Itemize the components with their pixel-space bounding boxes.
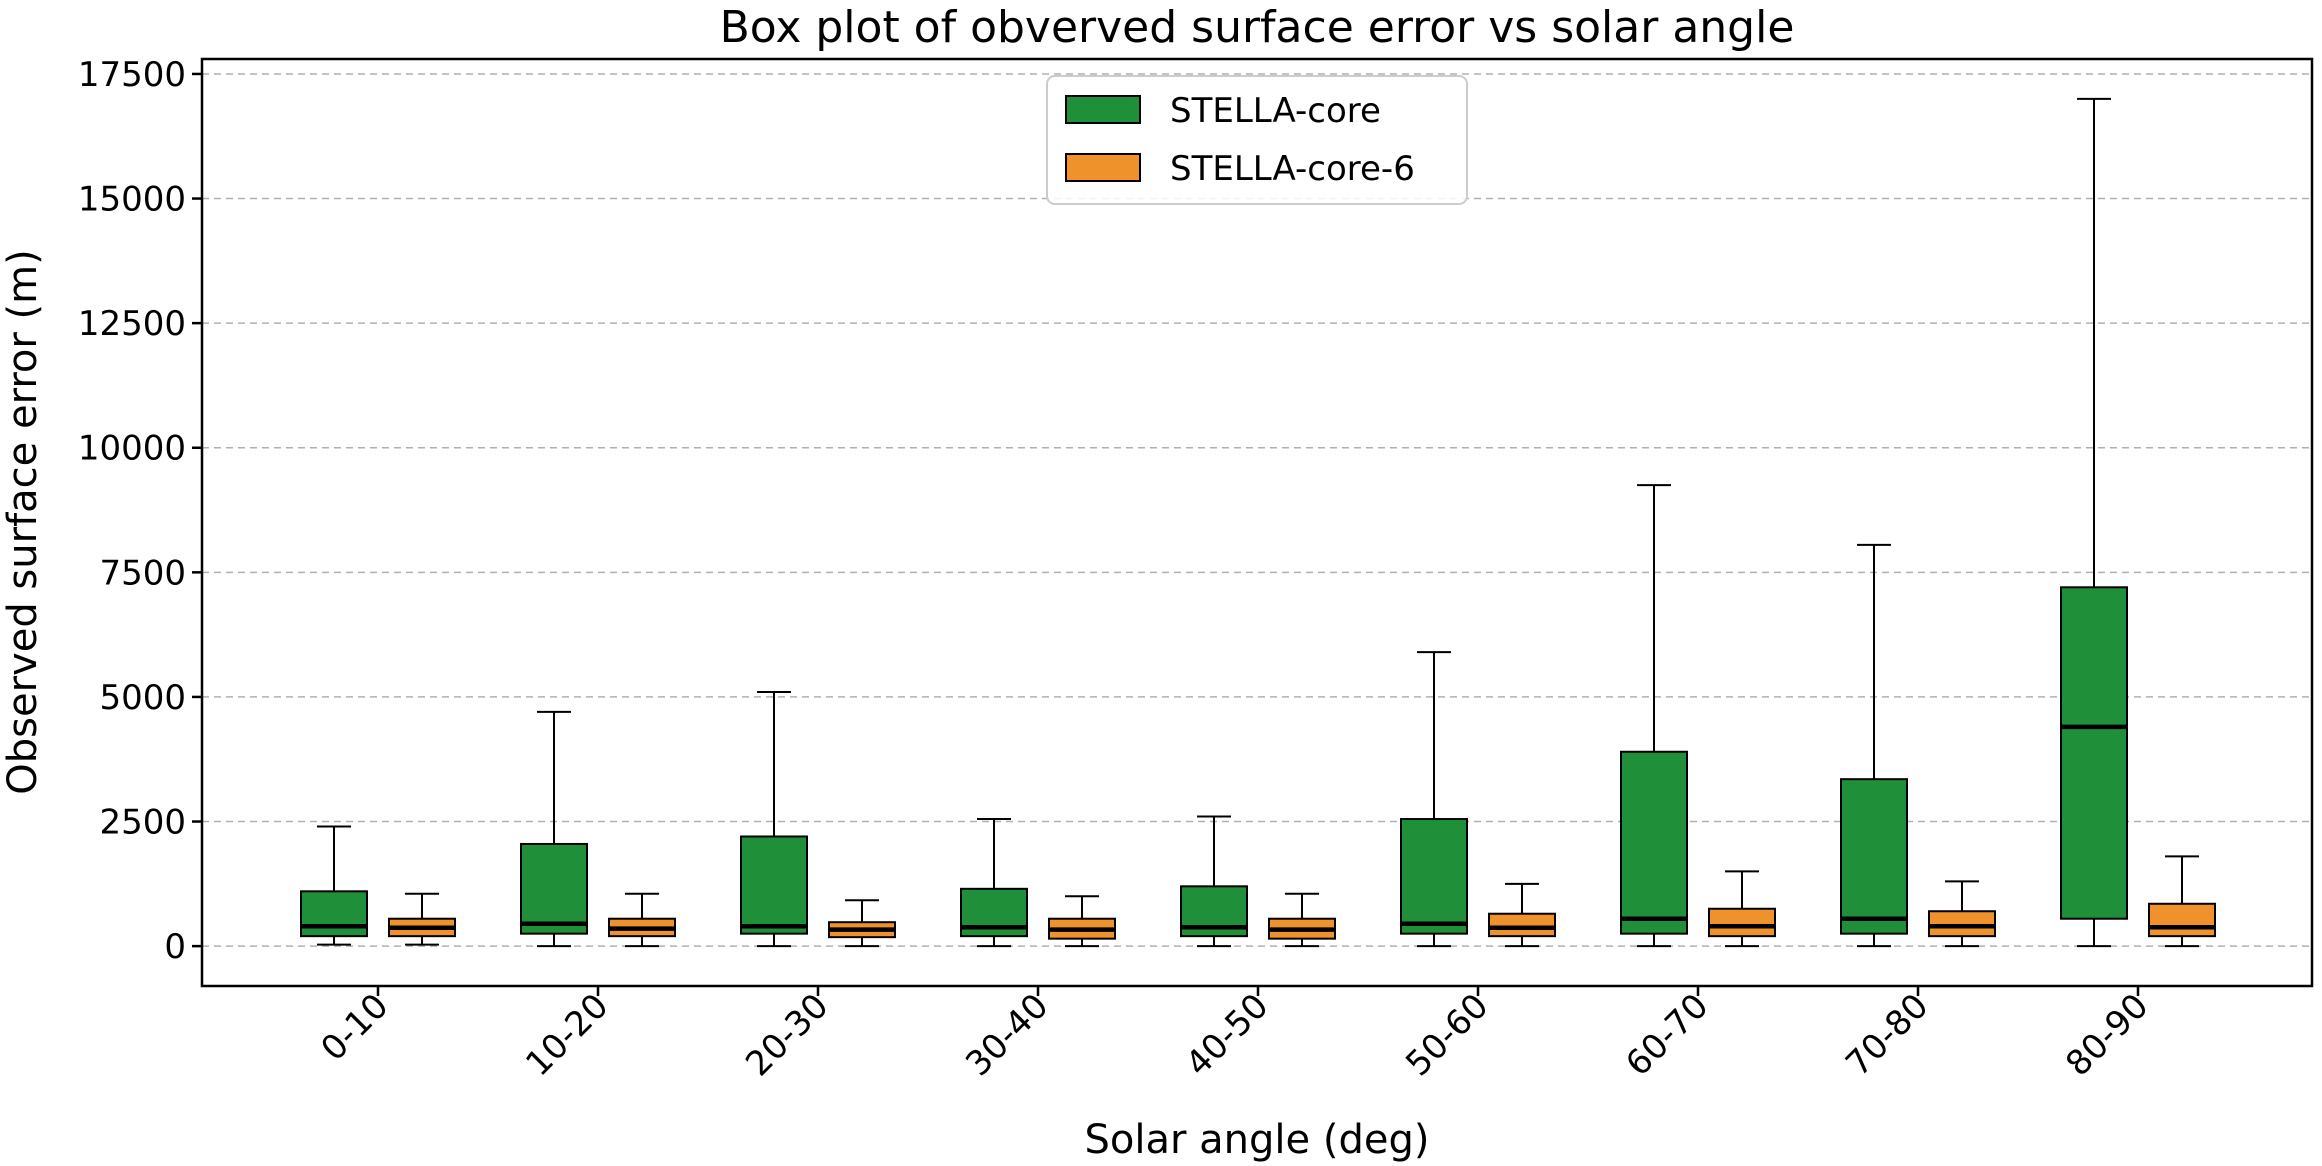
box-stella-core-70-80 bbox=[1840, 778, 1908, 935]
box-group-stella-core-6-20-30 bbox=[828, 899, 896, 948]
box-group-stella-core-6-60-70 bbox=[1708, 870, 1776, 948]
box-group-stella-core-6-10-20 bbox=[608, 892, 676, 948]
box-group-stella-core-6-0-10 bbox=[388, 892, 456, 946]
y-tick-label-15000: 15000 bbox=[78, 180, 186, 220]
box-stella-core-60-70 bbox=[1620, 750, 1688, 935]
box-group-stella-core-40-50 bbox=[1180, 815, 1248, 948]
box-group-stella-core-6-40-50 bbox=[1268, 892, 1336, 948]
box-group-stella-core-60-70 bbox=[1620, 484, 1688, 948]
legend-swatch-stella-core-6 bbox=[1065, 153, 1141, 182]
box-series bbox=[300, 97, 2216, 948]
box-group-stella-core-70-80 bbox=[1840, 543, 1908, 948]
box-stella-core-0-10 bbox=[300, 890, 368, 938]
y-tick-label-17500: 17500 bbox=[78, 55, 186, 95]
box-stella-core-6-60-70 bbox=[1708, 907, 1776, 938]
box-group-stella-core-50-60 bbox=[1400, 651, 1468, 948]
y-axis-ticks: 0 2500 5000 7500 10000 12500 15000 17500 bbox=[78, 55, 202, 967]
box-group-stella-core-6-80-90 bbox=[2148, 855, 2216, 948]
box-stella-core-20-30 bbox=[740, 835, 808, 935]
legend-swatch-stella-core bbox=[1065, 95, 1141, 124]
box-stella-core-10-20 bbox=[520, 842, 588, 935]
x-axis-label: Solar angle (deg) bbox=[1085, 1117, 1430, 1163]
box-group-stella-core-0-10 bbox=[300, 825, 368, 946]
y-tick-label-0: 0 bbox=[164, 927, 186, 967]
legend-label-stella-core: STELLA-core bbox=[1170, 91, 1381, 131]
y-tick-label-12500: 12500 bbox=[78, 304, 186, 344]
box-group-stella-core-6-70-80 bbox=[1928, 880, 1996, 948]
y-tick-label-10000: 10000 bbox=[78, 429, 186, 469]
box-group-stella-core-30-40 bbox=[960, 818, 1028, 948]
chart-title: Box plot of obverved surface error vs so… bbox=[720, 2, 1795, 53]
box-group-stella-core-6-50-60 bbox=[1488, 882, 1556, 948]
legend: STELLA-core STELLA-core-6 bbox=[1046, 75, 1468, 205]
box-group-stella-core-6-30-40 bbox=[1048, 895, 1116, 948]
y-tick-label-2500: 2500 bbox=[99, 803, 186, 843]
box-stella-core-80-90 bbox=[2060, 586, 2128, 920]
box-stella-core-50-60 bbox=[1400, 818, 1468, 935]
y-tick-label-7500: 7500 bbox=[99, 553, 186, 593]
box-stella-core-6-70-80 bbox=[1928, 910, 1996, 938]
legend-label-stella-core-6: STELLA-core-6 bbox=[1170, 149, 1415, 189]
y-tick-label-5000: 5000 bbox=[99, 678, 186, 718]
box-stella-core-6-80-90 bbox=[2148, 902, 2216, 938]
y-axis-label: Observed surface error (m) bbox=[0, 249, 46, 794]
box-group-stella-core-20-30 bbox=[740, 690, 808, 948]
box-group-stella-core-10-20 bbox=[520, 710, 588, 948]
box-stella-core-6-50-60 bbox=[1488, 912, 1556, 938]
legend-frame bbox=[1046, 75, 1468, 205]
box-group-stella-core-80-90 bbox=[2060, 97, 2128, 948]
